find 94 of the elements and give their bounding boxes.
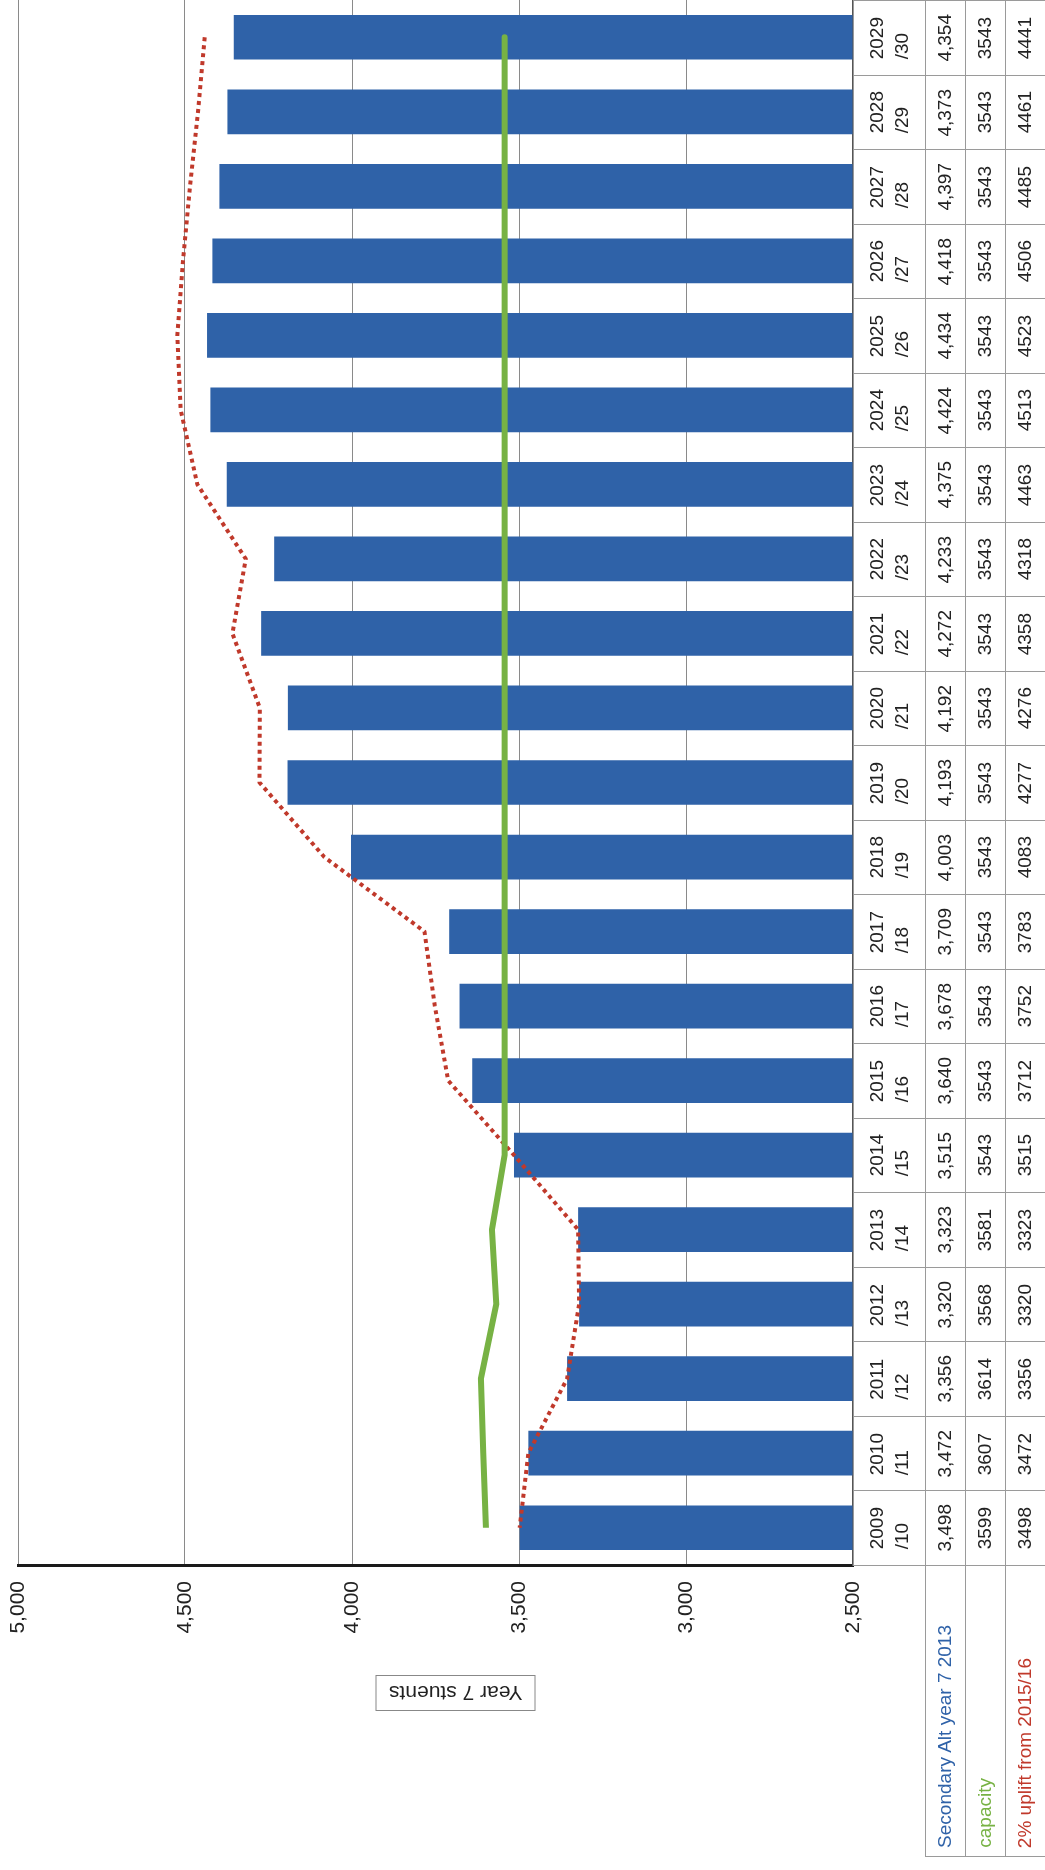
text: capacity	[973, 1778, 997, 1848]
y-tick-label: 2022/23	[864, 538, 913, 581]
data-label: 3543	[973, 240, 997, 283]
y-tick-label: 2027/28	[864, 165, 913, 208]
data-label: 3543	[973, 761, 997, 805]
data-label: 4513	[1013, 389, 1037, 432]
data-label: 3568	[973, 1283, 997, 1326]
y-tick-label: 2013/14	[864, 1208, 913, 1252]
data-label: 3543	[973, 91, 997, 134]
y-tick-label: 2024/25	[864, 389, 913, 432]
data-label: 3472	[1013, 1432, 1037, 1475]
x-tick-label: 4,000	[338, 1581, 362, 1634]
data-label: 3599	[973, 1507, 997, 1550]
x-tick-label: 3,000	[672, 1581, 696, 1634]
data-label: 3543	[973, 836, 997, 879]
y-tick-label: 2014/15	[864, 1134, 913, 1177]
data-label: 4318	[1013, 538, 1037, 581]
y-tick-label: 2020/21	[864, 687, 913, 730]
y-tick-label: 2011/12	[864, 1358, 913, 1400]
data-label: 3543	[973, 910, 997, 954]
data-label: 3,323	[933, 1206, 957, 1254]
data-label: 3752	[1013, 985, 1037, 1028]
data-label: 3,709	[933, 908, 957, 956]
y-tick-label: 2029/30	[864, 16, 913, 59]
data-label: 4,193	[933, 759, 957, 807]
data-label: 3498	[1013, 1507, 1037, 1550]
data-label: 4,192	[933, 684, 957, 733]
y-tick-label: 2018/19	[864, 836, 913, 879]
x-tick-label: 4,500	[171, 1581, 195, 1634]
data-label: 4,272	[933, 610, 957, 658]
data-label: 4506	[1013, 240, 1037, 283]
data-label: 3543	[973, 16, 997, 59]
data-label: 3323	[1013, 1208, 1037, 1252]
data-label: 3607	[973, 1432, 997, 1475]
y-tick-label: 2017/18	[864, 910, 913, 954]
data-label: 3543	[973, 612, 997, 656]
data-label: 3543	[973, 165, 997, 208]
data-label: 4,424	[933, 386, 957, 435]
x-axis-title: Year 7 stuents	[375, 1675, 535, 1711]
data-label: 3320	[1013, 1283, 1037, 1326]
data-label: 3,356	[933, 1355, 957, 1403]
y-tick-label: 2012/13	[864, 1283, 913, 1326]
data-label: 3543	[973, 389, 997, 432]
data-label: 4,354	[933, 13, 957, 62]
data-label: 3543	[973, 687, 997, 730]
data-label: 3,498	[933, 1504, 957, 1552]
x-tick-label: 3,500	[505, 1581, 529, 1634]
y-tick-label: 2009/10	[864, 1507, 913, 1550]
data-label: 3,678	[933, 982, 957, 1031]
data-label: 4461	[1013, 91, 1037, 134]
x-tick-label: 5,000	[4, 1581, 28, 1634]
y-tick-label: 2025/26	[864, 314, 913, 357]
data-label: 3543	[973, 463, 997, 507]
y-tick-label: 2028/29	[864, 91, 913, 134]
data-label: 4358	[1013, 612, 1037, 656]
data-label: 4523	[1013, 314, 1037, 357]
data-label: 3543	[973, 538, 997, 581]
data-label: 4083	[1013, 836, 1037, 879]
data-label: 3581	[973, 1208, 997, 1252]
data-label: 4277	[1013, 761, 1037, 805]
data-label: 4485	[1013, 165, 1037, 208]
data-label: 3,472	[933, 1429, 957, 1478]
data-label: 4,418	[933, 237, 957, 286]
data-label: 3783	[1013, 910, 1037, 954]
data-label: 4,373	[933, 88, 957, 137]
data-label: 3543	[973, 1134, 997, 1177]
y-tick-label: 2015/16	[864, 1059, 913, 1103]
y-tick-label: 2023/24	[864, 463, 913, 507]
y-tick-label: 2026/27	[864, 240, 913, 283]
y-tick-label: 2019/20	[864, 761, 913, 805]
x-tick-label: 2,500	[839, 1581, 863, 1634]
y-tick-label: 2021/22	[864, 612, 913, 656]
data-label: 3,640	[933, 1057, 957, 1105]
data-label: 3356	[1013, 1358, 1037, 1401]
data-label: 3543	[973, 314, 997, 357]
data-label: 4276	[1013, 687, 1037, 730]
data-label: 3,320	[933, 1280, 957, 1329]
y-tick-label: 2016/17	[864, 985, 913, 1028]
data-label: 3543	[973, 985, 997, 1028]
y-tick-label: 2010/11	[864, 1432, 913, 1475]
data-label: 4463	[1013, 463, 1037, 507]
data-label: 4,375	[933, 461, 957, 509]
data-label: 4,003	[933, 833, 957, 882]
data-label: 3614	[973, 1358, 997, 1401]
data-label: 4,434	[933, 312, 957, 360]
data-label: 4,233	[933, 535, 957, 584]
data-label: 4441	[1013, 16, 1037, 59]
data-label: 3515	[1013, 1134, 1037, 1177]
text: Secondary Alt year 7 2013	[933, 1625, 957, 1848]
data-label: 3543	[973, 1059, 997, 1103]
data-label: 4,397	[933, 163, 957, 211]
data-label: 3,515	[933, 1131, 957, 1180]
data-label: 3712	[1013, 1059, 1037, 1103]
text: 2% uplift from 2015/16	[1013, 1657, 1037, 1848]
